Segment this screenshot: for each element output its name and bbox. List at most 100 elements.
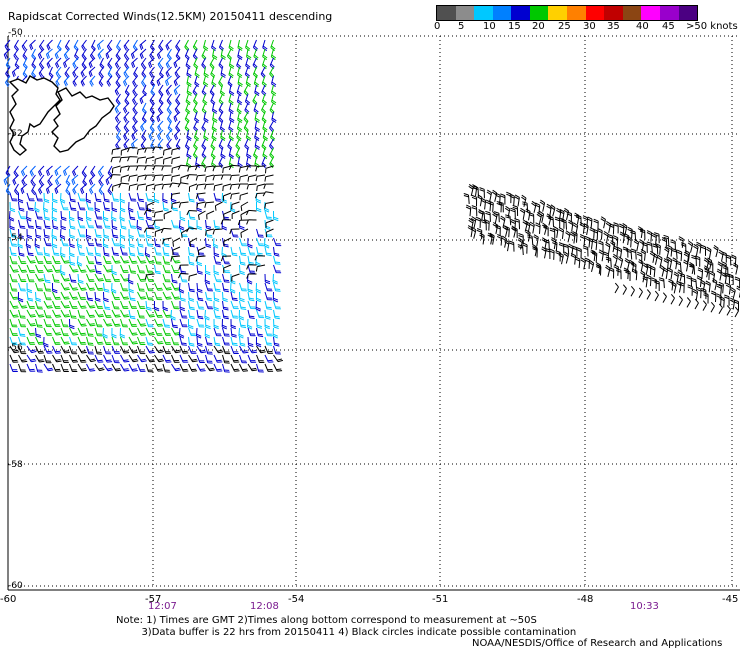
wind-barb	[218, 57, 224, 70]
wind-barb	[35, 219, 42, 230]
wind-barb	[107, 57, 113, 70]
wind-barb	[616, 246, 623, 259]
wind-barb	[31, 183, 36, 196]
wind-barb	[118, 182, 130, 188]
wind-barb	[239, 300, 247, 310]
wind-barb	[9, 192, 18, 202]
wind-barb	[246, 165, 257, 171]
wind-barb	[114, 111, 121, 123]
wind-barb	[111, 219, 118, 230]
wind-barb	[69, 327, 79, 336]
wind-barb	[254, 156, 260, 168]
wind-barb	[195, 192, 206, 199]
lon-label: -48	[577, 594, 593, 605]
wind-barb	[86, 354, 96, 363]
wind-barb	[171, 219, 179, 229]
wind-barb	[26, 255, 36, 264]
wind-barb	[171, 264, 180, 273]
wind-barb	[86, 336, 94, 346]
wind-barb	[131, 138, 138, 150]
wind-barb	[152, 219, 164, 226]
wind-barb	[157, 57, 164, 69]
wind-barb	[495, 224, 501, 236]
wind-barb	[205, 354, 213, 364]
wind-barb	[111, 327, 117, 339]
wind-barb	[264, 300, 272, 310]
wind-barb	[188, 273, 198, 282]
wind-barb	[605, 241, 611, 254]
wind-barb	[128, 327, 138, 336]
wind-barb	[228, 129, 234, 142]
wind-barb	[51, 201, 58, 213]
wind-barb	[255, 282, 261, 294]
legend-label: 45	[662, 21, 675, 32]
wind-barb	[9, 201, 16, 213]
wind-barb	[204, 273, 211, 285]
wind-barb	[137, 192, 145, 203]
wind-barb	[162, 336, 172, 345]
wind-barb	[98, 174, 104, 186]
wind-barb	[662, 267, 669, 279]
wind-barb	[612, 235, 619, 247]
wind-barb	[480, 197, 487, 210]
wind-barb	[195, 255, 206, 262]
wind-barb	[485, 210, 491, 222]
wind-barb	[60, 336, 70, 345]
wind-barb	[69, 291, 79, 300]
wind-barb	[69, 264, 79, 273]
wind-barb	[486, 189, 492, 202]
wind-barb	[55, 57, 62, 69]
wind-barb	[226, 48, 232, 61]
wind-barb	[171, 336, 180, 346]
wind-barb	[60, 282, 70, 291]
wind-barb	[222, 165, 232, 174]
wind-barb	[173, 111, 181, 123]
wind-barb	[69, 363, 78, 372]
wind-barb	[624, 257, 630, 271]
wind-barb	[166, 102, 172, 114]
wind-barb	[131, 129, 138, 141]
wind-barb	[587, 216, 593, 229]
wind-barb	[221, 219, 227, 231]
wind-barb	[60, 318, 69, 328]
wind-barb	[26, 354, 37, 363]
wind-barb	[120, 246, 128, 256]
wind-barb	[69, 345, 78, 355]
wind-barb	[496, 200, 502, 213]
wind-barb	[196, 309, 204, 320]
wind-barb	[137, 264, 145, 274]
legend-label: 0	[434, 21, 441, 32]
wind-barb	[43, 282, 52, 292]
wind-barb	[86, 291, 94, 302]
wind-barb	[239, 192, 249, 201]
wind-barb	[18, 228, 24, 239]
wind-barb	[17, 192, 24, 204]
wind-barb	[244, 66, 251, 79]
wind-barb	[196, 354, 205, 363]
wind-barb	[52, 309, 62, 318]
wind-barb	[120, 318, 128, 328]
wind-barb	[170, 309, 176, 321]
lat-lon-grid	[7, 35, 740, 591]
wind-barb	[568, 219, 574, 232]
wind-barb	[239, 237, 248, 247]
wind-barb	[613, 264, 619, 276]
wind-barb	[145, 183, 155, 191]
wind-barb	[60, 264, 66, 276]
wind-barb	[103, 291, 109, 303]
wind-barbs	[3, 39, 740, 373]
wind-barb	[97, 48, 104, 60]
wind-barb	[162, 246, 170, 257]
wind-barb	[593, 218, 599, 231]
wind-barb	[213, 219, 221, 230]
wind-barb	[239, 219, 245, 231]
wind-barb	[154, 345, 164, 354]
wind-barb	[26, 201, 34, 211]
wind-barb	[211, 39, 217, 52]
wind-barb	[186, 75, 192, 87]
wind-barb	[724, 294, 730, 306]
wind-barb	[273, 336, 280, 347]
wind-barb	[633, 239, 640, 252]
wind-barb	[128, 201, 134, 213]
wind-barb	[538, 210, 545, 224]
